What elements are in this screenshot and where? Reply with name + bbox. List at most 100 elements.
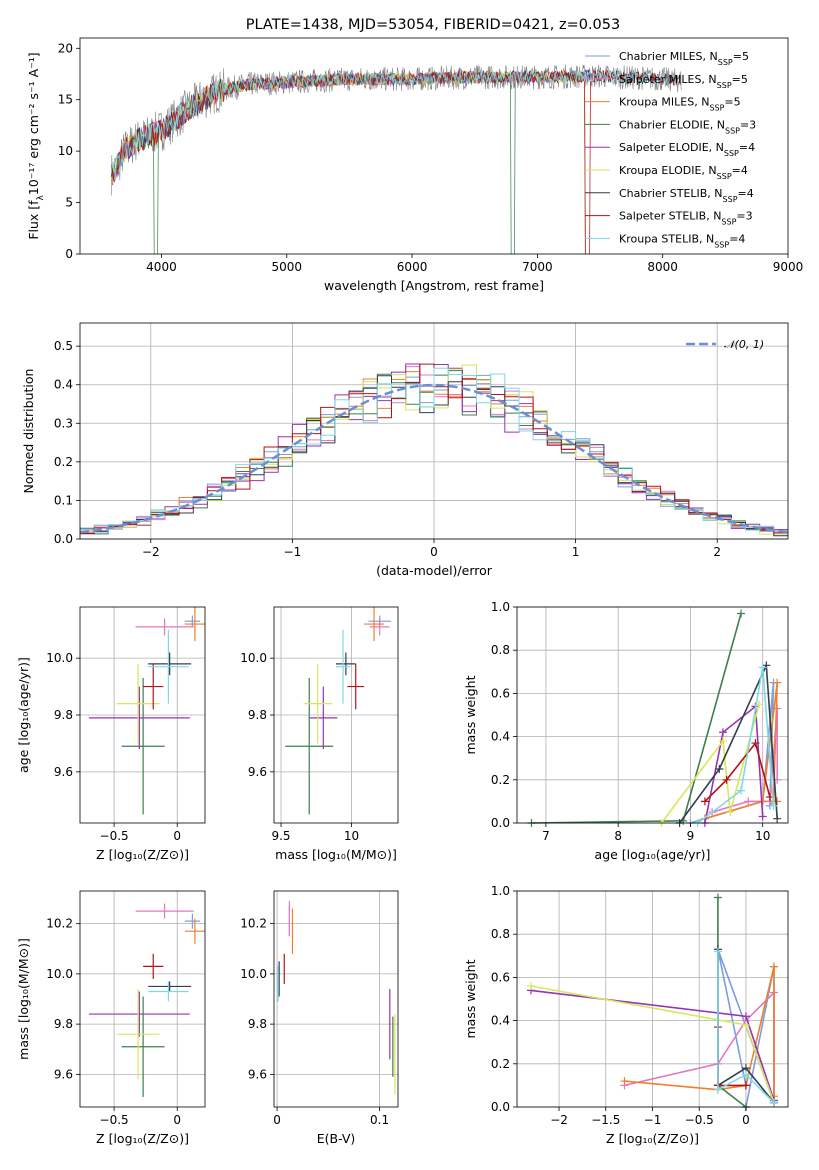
model-spectrum-kroupa-elodie bbox=[110, 69, 586, 254]
x-tick-label: 9 bbox=[687, 829, 695, 843]
error-point-kroupa-stelib bbox=[148, 629, 189, 704]
massweight-vs-metallicity-panel: −2 −1.5 −1 −0.5 0 0.0 0.2 0.4 0.6 0.8 1.0 Z [log₁₀(… bbox=[463, 884, 789, 1146]
x-axis-label: E(B-V) bbox=[317, 1131, 356, 1146]
y-tick-label: 0.4 bbox=[491, 1014, 510, 1028]
y-tick-label: 9.6 bbox=[248, 765, 267, 779]
y-tick-label: 9.6 bbox=[54, 1067, 73, 1081]
legend-entry: Kroupa MILES, NSSP=5 bbox=[619, 96, 741, 113]
y-tick-label: 0.2 bbox=[54, 455, 73, 469]
y-tick-label: 9.6 bbox=[54, 765, 73, 779]
y-tick-label: 9.8 bbox=[248, 1017, 267, 1031]
model-spectrum-kroupa-stelib bbox=[110, 69, 681, 181]
error-point-kroupa-elodie bbox=[303, 663, 332, 744]
series-marker bbox=[744, 797, 753, 806]
y-axis-label: mass [log₁₀(M/M⊙)] bbox=[16, 938, 31, 1060]
series-marker bbox=[741, 1070, 750, 1079]
x-tick-label: 1 bbox=[572, 545, 580, 559]
series-marker bbox=[620, 1077, 629, 1086]
series-marker bbox=[741, 1081, 750, 1090]
legend-entry: Chabrier MILES, NSSP=5 bbox=[619, 50, 749, 67]
x-axis-label: wavelength [Angstrom, rest frame] bbox=[324, 278, 544, 293]
series-marker bbox=[741, 1012, 750, 1021]
x-tick-label: 0.1 bbox=[370, 1113, 389, 1127]
axes-frame bbox=[79, 890, 206, 1108]
series-marker bbox=[773, 814, 782, 823]
y-tick-label: 9.8 bbox=[54, 708, 73, 722]
y-tick-label: 10.0 bbox=[46, 651, 73, 665]
series-line-salpeter-elodie bbox=[704, 704, 764, 824]
y-tick-label: 0.4 bbox=[491, 730, 510, 744]
error-point-chabrier-miles bbox=[184, 615, 200, 627]
x-tick-label: 0 bbox=[430, 545, 438, 559]
legend-entry: Kroupa STELIB, NSSP=4 bbox=[619, 232, 745, 249]
series-marker bbox=[527, 982, 536, 991]
x-tick-label: −2 bbox=[142, 545, 160, 559]
y-tick-label: 9.8 bbox=[54, 1017, 73, 1031]
normal-legend-label: 𝒩(0, 1) bbox=[724, 338, 764, 351]
y-tick-label: 15 bbox=[58, 93, 73, 107]
x-tick-label: 7000 bbox=[522, 260, 553, 274]
y-axis-label: mass weight bbox=[463, 959, 478, 1038]
y-tick-label: 10.0 bbox=[46, 967, 73, 981]
age-vs-metallicity-panel: −0.5 0 9.6 9.8 10.0 Z [log₁₀(Z/Z⊙)] age [log₁₀… bbox=[16, 606, 206, 862]
series-marker bbox=[726, 808, 735, 817]
error-point-salpeter-miles bbox=[369, 618, 390, 636]
series-line-kroupa-stelib bbox=[717, 951, 775, 1104]
y-tick-label: 10.0 bbox=[240, 651, 267, 665]
histogram-kroupa-stelib bbox=[80, 367, 788, 539]
error-point-kroupa-elodie bbox=[116, 663, 160, 744]
y-tick-label: 0.2 bbox=[491, 1057, 510, 1071]
error-point-salpeter-stelib bbox=[347, 663, 365, 710]
y-tick-label: 0.8 bbox=[491, 643, 510, 657]
y-axis-label: mass weight bbox=[463, 675, 478, 754]
x-tick-label: 8 bbox=[614, 829, 622, 843]
series-marker bbox=[773, 797, 782, 806]
y-tick-label: 10.2 bbox=[240, 917, 267, 931]
y-tick-label: 0.1 bbox=[54, 493, 73, 507]
massweight-vs-age-panel: 7 8 9 10 0.0 0.2 0.4 0.6 0.8 1.0 age [log₁₀(age/yr… bbox=[463, 600, 789, 862]
y-tick-label: 0.0 bbox=[491, 1100, 510, 1114]
series-marker bbox=[773, 678, 782, 687]
series-marker bbox=[758, 663, 767, 672]
error-point-chabrier-stelib bbox=[148, 981, 192, 992]
y-axis-label: age [log₁₀(age/yr)] bbox=[16, 657, 31, 773]
error-point-kroupa-stelib bbox=[336, 629, 351, 704]
error-point-salpeter-elodie bbox=[88, 991, 190, 1037]
y-tick-label: 1.0 bbox=[491, 600, 510, 614]
x-tick-label: −2 bbox=[550, 1113, 568, 1127]
series-marker bbox=[715, 765, 724, 773]
y-tick-label: 0.0 bbox=[491, 816, 510, 830]
error-point-chabrier-miles bbox=[184, 913, 200, 929]
series-marker bbox=[769, 1098, 778, 1107]
x-tick-label: 0 bbox=[173, 829, 181, 843]
error-point-kroupa-elodie bbox=[116, 988, 160, 1080]
series-marker bbox=[718, 736, 727, 745]
x-tick-label: −0.5 bbox=[685, 1113, 714, 1127]
y-tick-label: 0 bbox=[65, 247, 73, 261]
x-tick-label: 0 bbox=[173, 1113, 181, 1127]
mass-vs-ebv-panel: 0 0.1 9.6 9.8 10.0 10.2 E(B-V) bbox=[240, 890, 399, 1146]
error-point-salpeter-miles bbox=[135, 903, 194, 919]
series-line-chabrier-stelib bbox=[678, 664, 778, 824]
x-tick-label: 5000 bbox=[271, 260, 302, 274]
legend-entry: Salpeter MILES, NSSP=5 bbox=[619, 73, 748, 90]
x-tick-label: 10 bbox=[755, 829, 770, 843]
x-tick-label: −0.5 bbox=[100, 829, 129, 843]
series-marker bbox=[722, 775, 731, 784]
x-tick-label: 9.5 bbox=[271, 829, 290, 843]
y-tick-label: 0.2 bbox=[491, 773, 510, 787]
y-tick-label: 10 bbox=[58, 144, 73, 158]
x-tick-label: −1 bbox=[284, 545, 302, 559]
y-tick-label: 9.8 bbox=[248, 708, 267, 722]
axes-frame bbox=[516, 606, 789, 824]
y-tick-label: 1.0 bbox=[491, 884, 510, 898]
x-axis-label: (data-model)/error bbox=[376, 563, 493, 578]
error-point-kroupa-miles bbox=[364, 607, 384, 642]
series-marker bbox=[758, 797, 767, 806]
error-point-salpeter-stelib bbox=[143, 953, 164, 979]
spectrum-legend: Chabrier MILES, NSSP=5 Salpeter MILES, NS… bbox=[585, 50, 756, 249]
y-tick-label: 0.8 bbox=[491, 927, 510, 941]
y-axis-label: Normed distribution bbox=[21, 369, 36, 494]
x-tick-label: 6000 bbox=[397, 260, 428, 274]
